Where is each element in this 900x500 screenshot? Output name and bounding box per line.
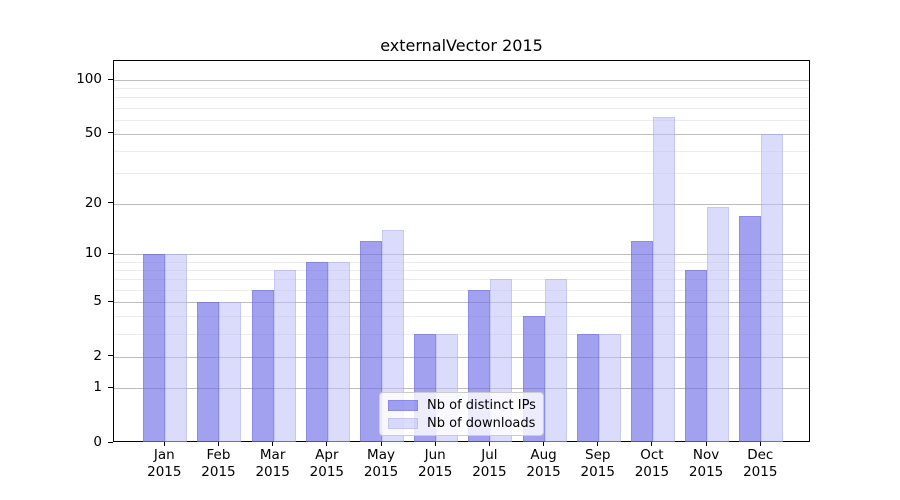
bar-nb-of-distinct-ips-dec [739,215,762,442]
y-tick-mark [108,386,113,388]
bar-nb-of-distinct-ips-apr [305,261,328,442]
y-gridline-minor [114,172,809,174]
x-tick-label: Feb 2015 [201,447,236,480]
y-gridline-major [114,133,809,135]
bar-nb-of-downloads-feb [219,302,242,442]
x-tick-mark [380,442,382,446]
y-gridline-major [114,80,809,81]
bar-nb-of-distinct-ips-oct [630,241,653,442]
x-tick-label: Apr 2015 [309,447,344,480]
x-tick-label: Oct 2015 [634,447,670,480]
y-gridline-major [114,356,809,358]
bar-nb-of-downloads-jan [165,254,188,442]
plot-area [113,60,810,442]
bar-nb-of-downloads-oct [652,117,675,442]
x-tick-mark [326,442,328,446]
y-gridline-major [114,388,809,390]
y-gridline-major [114,302,809,304]
y-tick-label: 1 [93,379,102,396]
legend-label-distinct-ips: Nb of distinct IPs [427,397,536,413]
bar-nb-of-distinct-ips-mar [251,289,274,442]
x-tick-label: May 2015 [363,447,399,480]
x-tick-label: Aug 2015 [526,447,561,480]
y-gridline-minor [114,97,809,99]
y-gridline-major [114,254,809,256]
y-gridline-minor [114,107,809,109]
x-tick-label: Jul 2015 [472,447,507,480]
bar-nb-of-distinct-ips-feb [197,302,220,442]
y-tick-label: 2 [93,347,102,364]
y-tick-mark [108,300,113,302]
chart-title: externalVector 2015 [380,36,543,55]
x-tick-mark [597,442,599,446]
x-tick-label: Dec 2015 [743,447,778,480]
bar-nb-of-distinct-ips-nov [685,270,708,442]
x-tick-label: Jun 2015 [418,447,453,480]
x-tick-mark [759,442,761,446]
x-tick-mark [272,442,274,446]
bar-nb-of-downloads-may [382,229,405,442]
y-gridline-minor [114,316,809,318]
y-gridline-minor [114,150,809,152]
bar-nb-of-distinct-ips-sep [576,333,599,442]
x-tick-label: Mar 2015 [255,447,290,480]
legend-swatch-distinct-ips [388,399,418,411]
y-tick-label: 0 [93,434,102,450]
x-tick-mark [651,442,653,446]
y-tick-mark [108,355,113,357]
bar-nb-of-downloads-nov [707,207,730,442]
y-tick-mark [108,78,113,80]
x-tick-mark [434,442,436,446]
bar-nb-of-distinct-ips-jan [143,254,166,442]
x-tick-label: Sep 2015 [580,447,615,480]
bar-nb-of-downloads-sep [598,333,621,442]
legend-item-distinct-ips: Nb of distinct IPs [388,397,536,413]
y-tick-label: 5 [93,293,102,310]
bar-nb-of-downloads-mar [273,270,296,442]
x-tick-mark [488,442,490,446]
x-tick-label: Jan 2015 [147,447,182,480]
y-gridline-minor [114,279,809,281]
y-tick-label: 10 [84,245,102,262]
y-tick-label: 50 [84,124,102,141]
y-gridline-minor [114,88,809,90]
y-tick-mark [108,202,113,204]
y-gridline-minor [114,119,809,121]
y-tick-label: 100 [76,71,102,87]
y-gridline-minor [114,270,809,272]
y-gridline-minor [114,333,809,335]
legend: Nb of distinct IPs Nb of downloads [379,392,544,436]
x-tick-mark [163,442,165,446]
x-tick-label: Nov 2015 [688,447,724,480]
y-gridline-minor [114,289,809,291]
y-gridline-major [114,203,809,205]
x-tick-mark [543,442,545,446]
y-tick-label: 20 [84,194,102,211]
legend-label-downloads: Nb of downloads [427,415,536,431]
bar-nb-of-downloads-aug [544,279,567,442]
bar-nb-of-distinct-ips-may [360,241,383,442]
legend-swatch-downloads [388,417,418,429]
x-tick-mark [705,442,707,446]
y-tick-mark [108,252,113,254]
bar-nb-of-downloads-apr [327,261,350,442]
y-gridline-minor [114,261,809,263]
y-tick-mark [108,132,113,134]
y-tick-mark [108,441,113,443]
legend-item-downloads: Nb of downloads [388,416,535,431]
bar-nb-of-downloads-dec [761,133,784,442]
x-tick-mark [217,442,219,446]
